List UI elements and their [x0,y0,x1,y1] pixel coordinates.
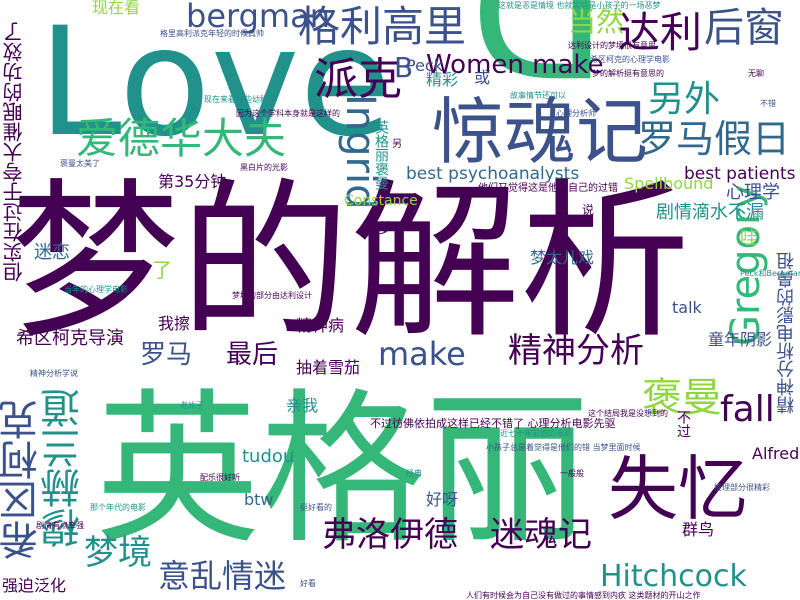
word-dan-shi-zai-guo-yu: 但实在过于夸大催眠的功效了 [2,22,26,282]
word-bu-guo: 不过 [675,410,691,438]
word-small: 经典 [406,469,422,478]
word-ling: 另 [392,139,402,150]
word-small: 现在来看有些幼稚 [204,95,268,104]
word-ge-li-gao-li: 格利高里 [298,2,467,51]
word-ingrid: Ingrid [337,94,383,210]
word-luo-ma-jia-ri: 罗马假日 [638,117,791,161]
word-qun-niao: 群鸟 [682,520,715,539]
word-meng-de-jie-xi: 梦的解析 [10,164,691,362]
word-hao-ya: 好呀 [426,490,459,509]
word-yi-luan-qing-mi: 意乱情迷 [158,557,287,595]
word-small: 剧情有点牵强 [36,521,84,530]
word-luo-ma: 罗马 [140,340,193,370]
word-small: 因为这个学科本身就是这样的 [236,109,340,118]
word-hou-chuang: 后窗 [704,5,784,51]
word-small: 精神分析学说 [30,369,78,378]
word-small: 小孩子总是着觉得是他们的错 当梦里面时候 [486,443,641,452]
word-love: Love [38,0,392,170]
word-women-make: Women make [426,50,604,80]
word-talk: talk [672,298,702,317]
word-fu-luo-yi-de: 弗洛伊德 [322,515,458,555]
word-small: 人们有时候会为自己没有做过的事情感到内疚 这类题材的开山之作 [466,591,701,600]
word-qin-wo: 亲我 [286,396,319,415]
word-ju-qing-di-shui-bu-lou: 剧情滴水不漏 [656,202,764,223]
word-da-li: 达利 [618,8,703,57]
word-small: 近七十年前拍的电影 [500,429,572,438]
word-meng-jing: 梦境 [84,533,152,573]
word-small: 希区柯克的心理学电影 [590,55,670,64]
word-shuo: 说 [582,203,595,217]
word-peck: Peck [406,56,443,75]
word-shi-yi: 失忆 [608,448,748,530]
word-small: 老片子 [180,401,204,410]
word-small: 黑白片的光影 [240,163,288,172]
word-best-psychoanalysts: best psychoanalysts [406,164,580,184]
word-qiang-po-fan-hua: 强迫泛化 [2,576,67,595]
word-small: 格里高利派克年轻的时候真帅 [160,29,264,38]
word-xi-qu-ke-dao-yan: 希区柯克导演 [16,328,124,349]
word-small: 达利设计的梦境很有意思 [568,41,656,50]
word-small: 故事情节还可以 [510,91,566,100]
word-small: 当年的心理学电影 [64,285,128,294]
word-ta-men-you-ke-neng: 他们又觉得这是他们自己的过错 [478,183,618,194]
word-small: 一般般 [560,469,584,478]
word-mi-hun-ji: 迷魂记 [490,515,592,555]
word-jing-shen-fen-xi: 精神分析 [508,331,644,371]
word-small: 梦的解析挺有意思的 [592,69,664,78]
word-wa: 哇 [740,228,758,249]
word-pai-ke: 派克 [314,54,402,105]
word-small: 无聊 [748,69,764,78]
word-jing-hun-ji: 惊魂记 [432,90,649,174]
word-small: 心理分析师 [556,109,596,118]
word-fall: fall [720,389,775,430]
word-dang-ran: 当然 [568,5,625,38]
word-best-patients: best patients [684,164,796,184]
word-small: 那个年代的电影 [90,503,146,512]
word-bao-man: 褒曼 [642,375,722,421]
word-tong-nian-yin-ying: 童年阴影 [708,330,773,349]
word-shi-meng: 释梦 [364,221,392,237]
word-constance: Constance [344,193,418,209]
word-btw: btw [244,490,274,509]
word-small: 梦境的部分由达利设计 [232,291,312,300]
word-ai-de-hua-da-fu: 爱德华大夫 [76,114,287,163]
word-di-35-fen-zhong: 第35分钟 [158,172,227,191]
word-le: 了 [152,258,172,282]
word-zui-hou: 最后 [226,340,279,370]
word-small: 褒曼太美了 [60,159,100,168]
word-alfred: Alfred [752,444,800,463]
word-hitchcock: Hitchcock [600,559,747,594]
word-ling-wai: 另外 [648,79,721,120]
word-ying-ge-li-bao-man: 英格丽褒曼 [373,120,389,190]
word-chou-zhe-xue-jia: 抽着雪茄 [296,358,361,377]
word-mi-lian: 迷恋 [34,242,70,263]
word-tudou: tudou [242,446,295,467]
word-small: 好看 [300,579,316,588]
word-bu-guo-fang-fo: 不过彷佛依拍成这样已经不错了 心理分析电影先驱 [370,417,616,430]
word-small: 这就是恶是情境 也就实只是小孩子的一场恶梦 [498,1,661,10]
word-small: 推理部分很精彩 [714,483,770,492]
word-jing-cai: 精彩 [426,70,459,89]
word-ying-ge-li: 英格丽 [95,374,590,566]
word-small: 不错 [760,99,776,108]
word-small: Peck和Bergman [740,269,800,278]
word-huo: 或 [474,68,491,87]
word-wo-ca: 我擦 [158,314,191,333]
word-small: 挺好看的 [300,503,332,512]
word-bergman: bergman [186,0,330,35]
word-make: make [378,335,466,373]
word-meng-tai-er-xi: 梦太儿戏 [530,248,595,267]
word-jing-shen-bing: 精神病 [296,316,345,335]
word-spellbound: Spellbound [624,174,714,193]
word-xi-qu-ke-ke: 希区柯克 [0,400,45,560]
word-xin-li-xue: 心理学 [726,182,780,203]
word-xian-zai-kan: 现在看 [92,0,141,17]
word-small: 配乐很好听 [200,473,240,482]
word-small: 这个结局我是没想到的 [588,409,668,418]
word-b: B [394,51,414,84]
